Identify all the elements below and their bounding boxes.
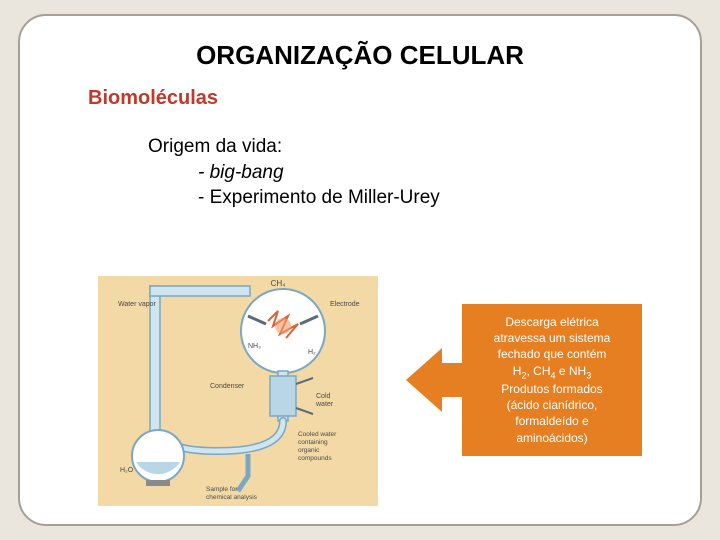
svg-text:organic: organic xyxy=(298,447,320,454)
callout-line: Descarga elétrica xyxy=(470,314,634,330)
diagram-label-h2o: H₂O xyxy=(120,467,134,474)
diagram-label-electrode: Electrode xyxy=(330,301,360,308)
body-item-1: - big-bang xyxy=(198,160,672,186)
diagram-label-condenser: Condenser xyxy=(210,383,245,390)
body-text: Origem da vida: - big-bang - Experimento… xyxy=(148,134,672,211)
slide-title: ORGANIZAÇÃO CELULAR xyxy=(48,40,672,71)
callout-line: atravessa um sistema xyxy=(470,330,634,346)
svg-text:chemical analysis: chemical analysis xyxy=(206,494,258,501)
arrow-left-icon xyxy=(406,348,442,412)
callout-line: formaldeído e xyxy=(470,413,634,429)
diagram-label-h2: H₂ xyxy=(308,349,316,356)
diagram-label-ch4: CH₄ xyxy=(271,279,286,288)
svg-text:compounds: compounds xyxy=(298,455,332,462)
callout-line: aminoácidos) xyxy=(470,430,634,446)
diagram-label-cooled: Cooled water xyxy=(298,431,337,438)
callout-box: Descarga elétrica atravessa um sistema f… xyxy=(462,304,642,456)
slide-frame: ORGANIZAÇÃO CELULAR Biomoléculas Origem … xyxy=(18,14,702,526)
callout-arrow: Descarga elétrica atravessa um sistema f… xyxy=(406,304,642,456)
body-item-2: - Experimento de Miller-Urey xyxy=(198,185,672,211)
diagram-label-sample: Sample for xyxy=(206,486,238,493)
callout-line: (ácido cianídrico, xyxy=(470,397,634,413)
callout-line-formula: H2, CH4 e NH3 xyxy=(470,363,634,382)
diagram-label-nh3: NH₃ xyxy=(248,343,261,350)
body-heading: Origem da vida: xyxy=(148,134,672,160)
diagram-label-vapor: Water vapor xyxy=(118,301,157,308)
callout-line: fechado que contém xyxy=(470,346,634,362)
diagram-label-cold: Cold xyxy=(316,393,331,400)
arrow-stem xyxy=(442,363,462,397)
slide-subtitle: Biomoléculas xyxy=(88,87,672,110)
callout-line: Produtos formados xyxy=(470,381,634,397)
svg-text:water: water xyxy=(315,401,334,408)
miller-urey-diagram: CH₄ Water vapor Electrode NH₃ H₂ Condens… xyxy=(98,276,378,506)
svg-text:containing: containing xyxy=(298,439,328,446)
